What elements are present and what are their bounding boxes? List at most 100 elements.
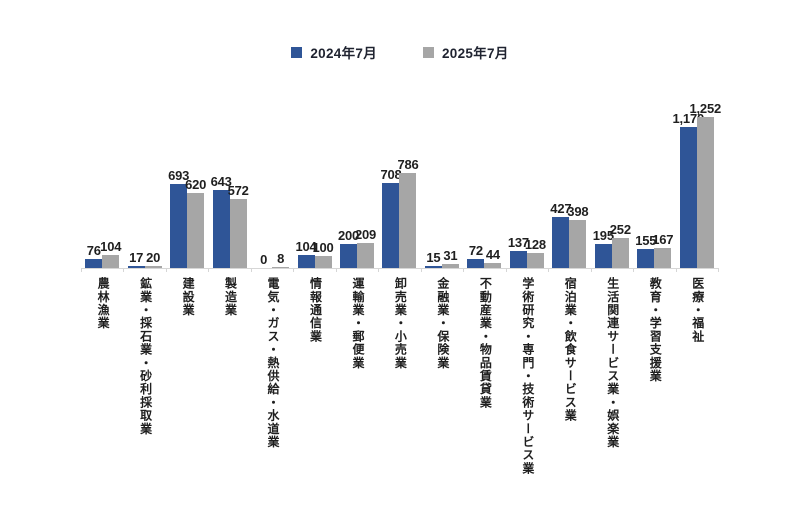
- value-label-2025: 572: [227, 183, 249, 198]
- value-label-2025: 104: [100, 239, 122, 254]
- bar-2025: [611, 238, 629, 268]
- category-cell: 運輸業・郵便業: [336, 277, 378, 497]
- bar-2024: [552, 217, 570, 268]
- bar-2025: [569, 220, 587, 268]
- category-label: 卸売業・小売業: [393, 277, 408, 370]
- category-cell: 教育・学習支援業: [633, 277, 675, 497]
- value-label-2024: 200: [337, 228, 360, 243]
- axis-tick: [676, 268, 677, 272]
- bar-2024: [679, 127, 697, 268]
- bar-2025: [144, 266, 162, 268]
- bar-2024: [127, 266, 145, 268]
- bar-2025: [357, 243, 375, 268]
- axis-tick: [166, 268, 167, 272]
- axis-tick: [548, 268, 549, 272]
- axis-tick: [378, 268, 379, 272]
- value-label-2025: 128: [524, 237, 546, 252]
- bar-2024: [509, 251, 527, 268]
- bar-2024: [594, 244, 612, 268]
- category-label: 製造業: [223, 277, 238, 317]
- value-label-2025: 620: [185, 177, 207, 192]
- value-label-2025: 20: [146, 250, 161, 265]
- axis-tick: [336, 268, 337, 272]
- bar-2024: [637, 249, 655, 268]
- category-label: 不動産業・物品賃貸業: [478, 277, 493, 409]
- category-label: 生活関連サービス業・娯楽業: [605, 277, 620, 449]
- category-cell: 鉱業・採石業・砂利採取業: [123, 277, 165, 497]
- bar-2025: [314, 256, 332, 268]
- bar-2025: [654, 248, 672, 268]
- bar-group: 15 31: [421, 117, 463, 268]
- value-label-2025: 252: [609, 222, 631, 237]
- axis-tick: [293, 268, 294, 272]
- value-label-2024: 643: [210, 174, 232, 189]
- bar-2025: [526, 253, 544, 268]
- category-cell: 卸売業・小売業: [378, 277, 420, 497]
- value-label-2024: 427: [550, 201, 572, 216]
- axis-tick: [591, 268, 592, 272]
- bar-group: 104 100: [293, 117, 335, 268]
- bar-2025: [187, 193, 205, 268]
- value-label-2024: 72: [468, 243, 483, 258]
- axis-tick: [633, 268, 634, 272]
- bar-group: 72 44: [463, 117, 505, 268]
- value-label-2024: 76: [86, 243, 101, 258]
- bar-2024: [340, 244, 358, 268]
- category-cell: 建設業: [166, 277, 208, 497]
- category-label: 宿泊業・飲食サービス業: [563, 277, 578, 423]
- bar-2025: [102, 255, 120, 268]
- axis-tick: [463, 268, 464, 272]
- category-cell: 不動産業・物品賃貸業: [463, 277, 505, 497]
- bar-group: 200 209: [336, 117, 378, 268]
- axis-tick: [123, 268, 124, 272]
- category-label: 運輸業・郵便業: [350, 277, 365, 370]
- value-label-2024: 195: [592, 228, 614, 243]
- axis-tick: [251, 268, 252, 272]
- value-label-2024: 1,170: [672, 111, 705, 126]
- bar-2024: [297, 255, 315, 268]
- bar-2024: [170, 184, 188, 268]
- legend-item-2024: 2024年7月: [291, 42, 377, 62]
- bar-2024: [85, 259, 103, 268]
- category-label: 学術研究・専門・技術サービス業: [520, 277, 535, 475]
- bar-group: 76 104: [81, 117, 123, 268]
- category-label: 情報通信業: [308, 277, 323, 343]
- value-label-2025: 31: [443, 248, 458, 263]
- bar-group: 427 398: [548, 117, 590, 268]
- legend-item-2025: 2025年7月: [423, 42, 509, 62]
- legend: 2024年7月 2025年7月: [0, 42, 800, 62]
- category-label: 農林漁業: [96, 277, 111, 330]
- value-label-2025: 209: [354, 227, 377, 242]
- bar-2024: [424, 266, 442, 268]
- bar-group: 708 786: [378, 117, 420, 268]
- bar-2024: [467, 259, 485, 268]
- legend-label-2025: 2025年7月: [442, 46, 509, 61]
- category-cell: 金融業・保険業: [421, 277, 463, 497]
- category-labels: 農林漁業 鉱業・採石業・砂利採取業 建設業 製造業 電気・ガス・熱供給・水道業 情報通信業…: [81, 277, 718, 497]
- bar-2024: [212, 190, 230, 268]
- bar-2025: [441, 264, 459, 268]
- value-label-2025: 1,252: [689, 101, 722, 116]
- bar-2025: [484, 263, 502, 268]
- bar-group: 1,170 1,252: [672, 101, 721, 268]
- category-cell: 生活関連サービス業・娯楽業: [591, 277, 633, 497]
- category-cell: 情報通信業: [293, 277, 335, 497]
- bar-2025: [272, 267, 290, 268]
- bar-group: 693 620: [166, 117, 208, 268]
- bar-group: 137 128: [506, 117, 548, 268]
- value-label-2025: 44: [485, 247, 500, 262]
- bar-group: 643 572: [208, 117, 250, 268]
- category-label: 電気・ガス・熱供給・水道業: [266, 277, 280, 449]
- value-label-2024: 137: [507, 235, 529, 250]
- axis-tick: [421, 268, 422, 272]
- bar-2024: [382, 183, 400, 268]
- value-label-2025: 786: [397, 157, 419, 172]
- bar-group: 195 252: [591, 117, 633, 268]
- bar-group: 155 167: [633, 117, 675, 268]
- value-label-2025: 8: [277, 251, 285, 266]
- value-label-2024: 17: [129, 250, 144, 265]
- axis-tick: [81, 268, 82, 272]
- axis-tick: [718, 268, 719, 272]
